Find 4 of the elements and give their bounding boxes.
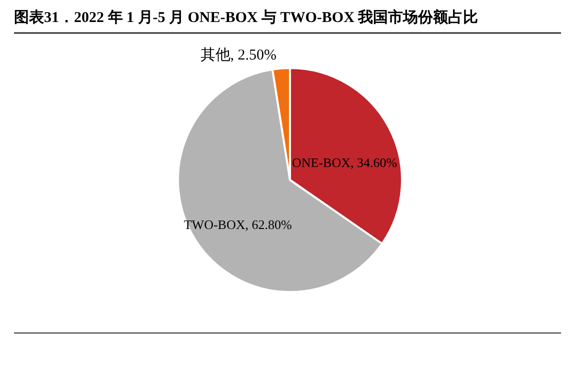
slice-label: TWO-BOX, 62.80% — [182, 216, 293, 234]
slice-label: ONE-BOX, 34.60% — [291, 154, 398, 172]
chart-title: 图表31．2022 年 1 月-5 月 ONE-BOX 与 TWO-BOX 我国市场份额占比 — [14, 8, 478, 26]
slice-label: 其他, 2.50% — [200, 46, 276, 64]
